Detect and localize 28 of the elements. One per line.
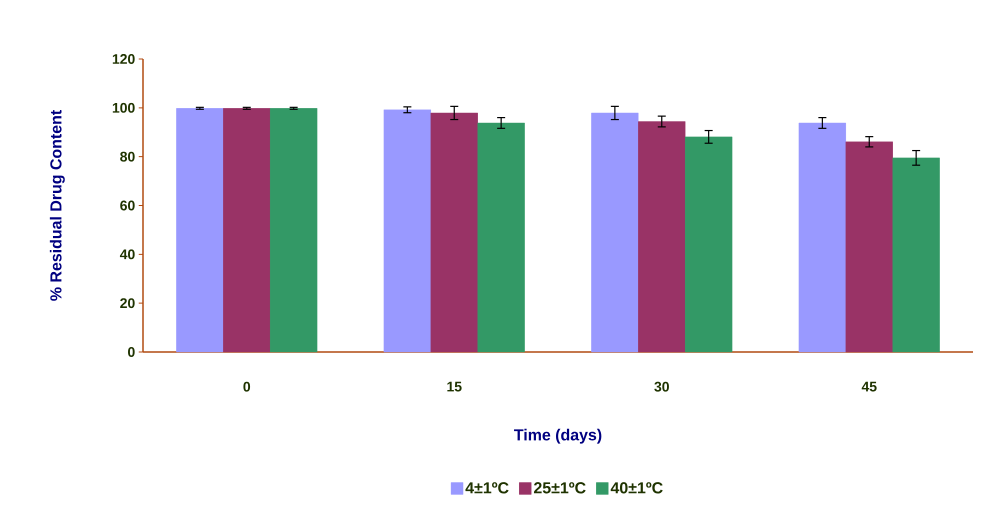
x-axis-title: Time (days)	[514, 428, 602, 444]
bar	[591, 112, 639, 352]
x-tick-label: 30	[654, 382, 669, 392]
y-tick-label: 20	[120, 298, 135, 308]
legend-label: 40±1ºC	[610, 482, 663, 494]
y-tick-label: 120	[112, 54, 135, 64]
bar	[685, 136, 732, 352]
x-tick-label: 0	[243, 382, 250, 392]
x-tick-label: 45	[862, 382, 877, 392]
bar	[176, 108, 224, 352]
bar	[384, 110, 432, 352]
legend-label: 25±1ºC	[534, 482, 586, 494]
bar	[638, 121, 686, 352]
bar	[892, 158, 940, 352]
bar	[478, 122, 525, 352]
y-tick-label: 0	[128, 347, 135, 357]
bar	[223, 108, 270, 352]
y-tick-label: 100	[112, 102, 135, 113]
bar	[430, 112, 478, 352]
y-tick-label: 80	[120, 152, 135, 162]
y-tick-label: 60	[120, 200, 135, 210]
bar	[270, 108, 318, 352]
y-tick-label: 40	[120, 249, 135, 260]
x-tick-label: 15	[447, 382, 462, 392]
legend-label: 4±1ºC	[465, 482, 509, 494]
bar	[846, 142, 893, 352]
y-axis-title: % Residual Drug Content	[50, 110, 65, 301]
bar	[798, 122, 846, 352]
